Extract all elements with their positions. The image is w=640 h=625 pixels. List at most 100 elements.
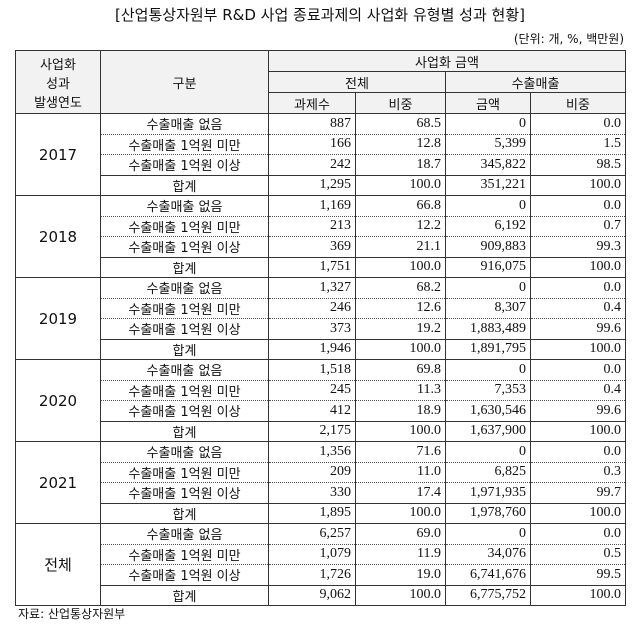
- number-cell: 99.3: [530, 236, 626, 258]
- number-cell: 1,726: [268, 564, 356, 586]
- number-cell: 98.5: [530, 154, 626, 176]
- number-cell: 0.0: [530, 195, 626, 217]
- export-share-header: 비중: [530, 92, 626, 114]
- number-cell: 0.4: [530, 297, 626, 319]
- table-row: 합계 1,751 100.0 916,075 100.0: [16, 256, 626, 278]
- number-cell: 1,946: [268, 338, 356, 360]
- total-header: 전체: [268, 71, 446, 93]
- table-row: 합계 1,946 100.0 1,891,795 100.0: [16, 338, 626, 360]
- number-cell: 11.0: [355, 461, 446, 483]
- category-cell: 수출매출 1억원 이상: [100, 564, 269, 586]
- number-cell: 6,775,752: [445, 584, 531, 606]
- table-row: 2017 수출매출 없음 887 68.5 0 0.0: [15, 113, 626, 196]
- number-cell: 7,353: [445, 379, 531, 401]
- number-cell: 100.0: [530, 338, 626, 360]
- number-cell: 11.9: [355, 543, 446, 565]
- number-cell: 1,891,795: [445, 338, 531, 360]
- category-cell: 수출매출 없음: [100, 441, 269, 463]
- number-cell: 69.0: [355, 523, 446, 545]
- number-cell: 0: [445, 277, 531, 299]
- number-cell: 6,741,676: [445, 564, 531, 586]
- category-cell: 수출매출 없음: [100, 195, 269, 217]
- number-cell: 68.2: [355, 277, 446, 299]
- category-header: 구분: [100, 50, 269, 114]
- header-line: 사업화: [40, 57, 76, 73]
- number-cell: 100.0: [355, 584, 446, 606]
- number-cell: 330: [268, 482, 356, 504]
- number-cell: 100.0: [355, 338, 446, 360]
- number-cell: 1,356: [268, 441, 356, 463]
- category-cell: 합계: [100, 420, 269, 442]
- table-row: 2018 수출매출 없음 1,169 66.8 0 0.0: [15, 195, 626, 278]
- number-cell: 412: [268, 400, 356, 422]
- category-cell: 수출매출 1억원 이상: [100, 482, 269, 504]
- category-cell: 합계: [100, 502, 269, 524]
- table-row: 수출매출 1억원 미만 166 12.8 5,399 1.5: [16, 133, 626, 155]
- number-cell: 351,221: [445, 174, 531, 196]
- number-cell: 1,295: [268, 174, 356, 196]
- category-cell: 수출매출 1억원 이상: [100, 400, 269, 422]
- number-cell: 100.0: [355, 174, 446, 196]
- header-line: 성과: [46, 76, 70, 92]
- number-cell: 373: [268, 318, 356, 340]
- source: 자료: 산업통상자원부: [18, 607, 126, 621]
- category-cell: 수출매출 없음: [100, 277, 269, 299]
- number-cell: 1.5: [530, 133, 626, 155]
- number-cell: 0.4: [530, 379, 626, 401]
- table-row: 수출매출 1억원 이상 373 19.2 1,883,489 99.6: [16, 318, 626, 340]
- category-cell: 합계: [100, 256, 269, 278]
- amount-header: 사업화 금액: [268, 50, 626, 72]
- title: [산업통상자원부 R&D 사업 종료과제의 사업화 유형별 성과 현황]: [115, 6, 525, 24]
- number-cell: 19.2: [355, 318, 446, 340]
- number-cell: 1,637,900: [445, 420, 531, 442]
- number-cell: 1,971,935: [445, 482, 531, 504]
- category-cell: 합계: [100, 338, 269, 360]
- table-row: 합계 1,295 100.0 351,221 100.0: [16, 174, 626, 196]
- table-row: 수출매출 1억원 이상 369 21.1 909,883 99.3: [16, 236, 626, 258]
- number-cell: 1,883,489: [445, 318, 531, 340]
- table-row: 수출매출 1억원 이상 1,726 19.0 6,741,676 99.5: [16, 564, 626, 586]
- table-row: 수출매출 1억원 미만 246 12.6 8,307 0.4: [16, 297, 626, 319]
- year-cell: 2019: [15, 277, 101, 360]
- number-cell: 17.4: [355, 482, 446, 504]
- money-header: 금액: [445, 92, 531, 114]
- number-cell: 100.0: [355, 420, 446, 442]
- number-cell: 1,751: [268, 256, 356, 278]
- number-cell: 2,175: [268, 420, 356, 442]
- number-cell: 100.0: [355, 256, 446, 278]
- number-cell: 916,075: [445, 256, 531, 278]
- number-cell: 12.2: [355, 215, 446, 237]
- number-cell: 100.0: [530, 420, 626, 442]
- table-row: 수출매출 1억원 이상 330 17.4 1,971,935 99.7: [16, 482, 626, 504]
- number-cell: 100.0: [355, 502, 446, 524]
- number-cell: 0.0: [530, 441, 626, 463]
- table-body: 2017 수출매출 없음 887 68.5 0 0.0 수출매출 1억원 미만 166 12.8…: [15, 113, 626, 606]
- count-header: 과제수: [268, 92, 356, 114]
- number-cell: 99.6: [530, 400, 626, 422]
- category-cell: 수출매출 1억원 미만: [100, 215, 269, 237]
- number-cell: 0: [445, 359, 531, 381]
- number-cell: 100.0: [530, 584, 626, 606]
- number-cell: 0.0: [530, 523, 626, 545]
- number-cell: 166: [268, 133, 356, 155]
- number-cell: 0.0: [530, 113, 626, 135]
- number-cell: 1,978,760: [445, 502, 531, 524]
- number-cell: 1,327: [268, 277, 356, 299]
- number-cell: 18.9: [355, 400, 446, 422]
- number-cell: 18.7: [355, 154, 446, 176]
- number-cell: 8,307: [445, 297, 531, 319]
- number-cell: 100.0: [530, 174, 626, 196]
- number-cell: 99.7: [530, 482, 626, 504]
- number-cell: 245: [268, 379, 356, 401]
- number-cell: 0.0: [530, 277, 626, 299]
- category-cell: 수출매출 없음: [100, 113, 269, 135]
- table-row: 합계 9,062 100.0 6,775,752 100.0: [16, 584, 626, 606]
- category-cell: 수출매출 1억원 이상: [100, 154, 269, 176]
- number-cell: 213: [268, 215, 356, 237]
- category-cell: 합계: [100, 584, 269, 606]
- number-cell: 0: [445, 113, 531, 135]
- number-cell: 0: [445, 441, 531, 463]
- number-cell: 6,825: [445, 461, 531, 483]
- category-cell: 수출매출 1억원 이상: [100, 318, 269, 340]
